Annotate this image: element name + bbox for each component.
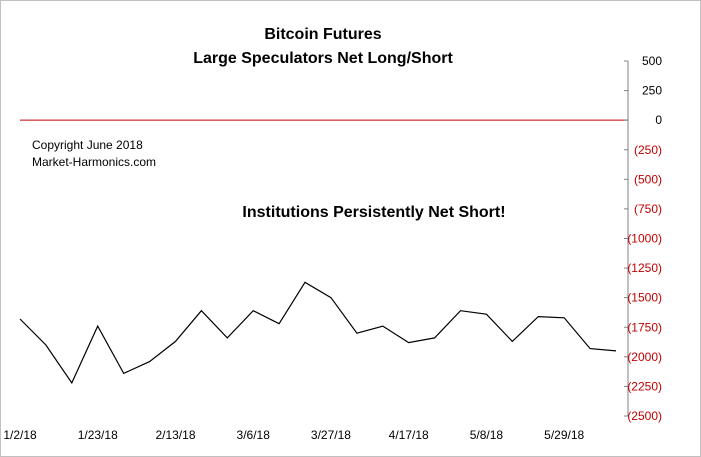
x-tick-label: 4/17/18 (389, 428, 429, 442)
data-point (537, 315, 539, 317)
data-point (148, 360, 150, 362)
data-point (226, 337, 228, 339)
data-point (485, 313, 487, 315)
data-point (278, 323, 280, 325)
annotation-website: Market-Harmonics.com (32, 155, 156, 169)
y-tick-label: (2500) (627, 409, 662, 423)
plot-layer: 500 250 0 (250) (500) (750) (1000) (1250) (1500)… (3, 54, 662, 442)
data-point (563, 317, 565, 319)
x-tick-label: 5/8/18 (470, 428, 504, 442)
chart-title-line-1: Bitcoin Futures (264, 26, 381, 43)
data-point (304, 281, 306, 283)
data-point (433, 337, 435, 339)
annotation-copyright: Copyright June 2018 (32, 138, 143, 152)
data-point (97, 325, 99, 327)
data-point (615, 350, 617, 352)
y-tick-label: 250 (642, 84, 662, 98)
y-tick-label: (2250) (627, 379, 662, 393)
data-point (45, 344, 47, 346)
y-tick-label: (1750) (627, 320, 662, 334)
y-tick-label: 500 (642, 54, 662, 68)
x-tick-label: 1/2/18 (3, 428, 37, 442)
data-point (407, 341, 409, 343)
x-tick-label: 2/13/18 (155, 428, 195, 442)
y-tick-label: (2000) (627, 350, 662, 364)
data-point (589, 347, 591, 349)
data-point (356, 332, 358, 334)
data-point (382, 325, 384, 327)
data-point (511, 340, 513, 342)
chart-title-line-2: Large Speculators Net Long/Short (193, 50, 453, 67)
data-point (122, 372, 124, 374)
y-tick-label: (1000) (627, 232, 662, 246)
series-line (19, 281, 617, 385)
data-point (174, 340, 176, 342)
y-tick-label: (750) (634, 202, 662, 216)
data-point (200, 309, 202, 311)
data-point (330, 296, 332, 298)
data-point (459, 309, 461, 311)
x-tick-label: 3/27/18 (311, 428, 351, 442)
x-tick-label: 5/29/18 (544, 428, 584, 442)
y-tick-label: (500) (634, 172, 662, 186)
x-tick-label: 1/23/18 (78, 428, 118, 442)
x-tick-label: 3/6/18 (237, 428, 271, 442)
y-tick-label: (250) (634, 143, 662, 157)
y-tick-label: 0 (655, 113, 662, 127)
annotation-headline: Institutions Persistently Net Short! (242, 204, 505, 221)
data-point (252, 309, 254, 311)
data-point (71, 382, 73, 384)
y-tick-label: (1500) (627, 291, 662, 305)
y-tick-label: (1250) (627, 261, 662, 275)
data-point (19, 318, 21, 320)
